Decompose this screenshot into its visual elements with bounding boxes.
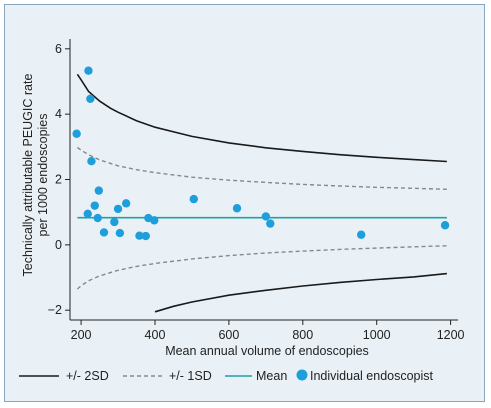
x-tick-label: 600 [218, 328, 239, 342]
x-tick-label: 800 [292, 328, 313, 342]
x-tick-label: 200 [71, 328, 92, 342]
y-axis-title-line-1: Technically attributable PEUGIC rate [21, 74, 35, 277]
endoscopist-point [189, 194, 198, 204]
legend-sd2-label: +/- 2SD [66, 369, 109, 383]
endoscopist-point [87, 157, 96, 166]
chart-figure: −2 0 2 4 6 200 400 600 800 1000 1200 Technically a… [4, 4, 485, 402]
legend-sd1-label: +/- 1SD [169, 369, 212, 383]
endoscopist-point [121, 199, 131, 208]
endoscopist-point [94, 186, 104, 195]
endoscopist-point [232, 204, 242, 213]
endoscopist-point [93, 213, 102, 223]
y-tick-label: 0 [55, 238, 62, 252]
axes: −2 0 2 4 6 200 400 600 800 1000 1200 [48, 39, 465, 342]
endoscopist-point [135, 231, 144, 240]
endoscopist-point [110, 217, 119, 227]
scatter-chart: −2 0 2 4 6 200 400 600 800 1000 1200 Technically a… [19, 39, 465, 383]
endoscopist-point [356, 230, 366, 239]
y-tick-label: 2 [55, 173, 62, 187]
legend: +/- 2SD +/- 1SD Mean Individual endoscop… [19, 369, 434, 383]
legend-points-marker [296, 369, 308, 381]
endoscopist-point [84, 66, 93, 75]
endoscopist-point [83, 209, 92, 219]
endoscopist-point [440, 221, 450, 230]
x-tick-label: 1200 [437, 328, 465, 342]
endoscopist-point [115, 228, 125, 238]
lower-2sd-curve [154, 272, 447, 313]
endoscopist-point [72, 129, 81, 138]
legend-points-label: Individual endoscopist [310, 369, 434, 383]
upper-2sd-curve [76, 73, 447, 163]
lower-1sd-curve [76, 245, 447, 290]
x-tick-label: 1000 [363, 328, 391, 342]
x-tick-label: 400 [145, 328, 166, 342]
endoscopist-point [86, 94, 95, 103]
endoscopist-point [261, 212, 271, 221]
endoscopist-point [141, 231, 150, 241]
legend-mean-label: Mean [256, 369, 287, 383]
y-axis-title-line-2: per 1000 endoscopies [36, 113, 50, 236]
endoscopist-point [90, 201, 99, 210]
plot-area [72, 66, 450, 313]
endoscopist-point [266, 219, 275, 228]
x-axis-title: Mean annual volume of endoscopies [165, 344, 369, 358]
endoscopist-point [99, 228, 109, 237]
endoscopist-point [150, 216, 159, 225]
y-tick-label: 6 [55, 42, 62, 56]
endoscopist-point [113, 204, 123, 214]
y-tick-label: 4 [55, 107, 62, 121]
upper-1sd-curve [76, 146, 447, 190]
y-tick-label: −2 [48, 303, 62, 317]
